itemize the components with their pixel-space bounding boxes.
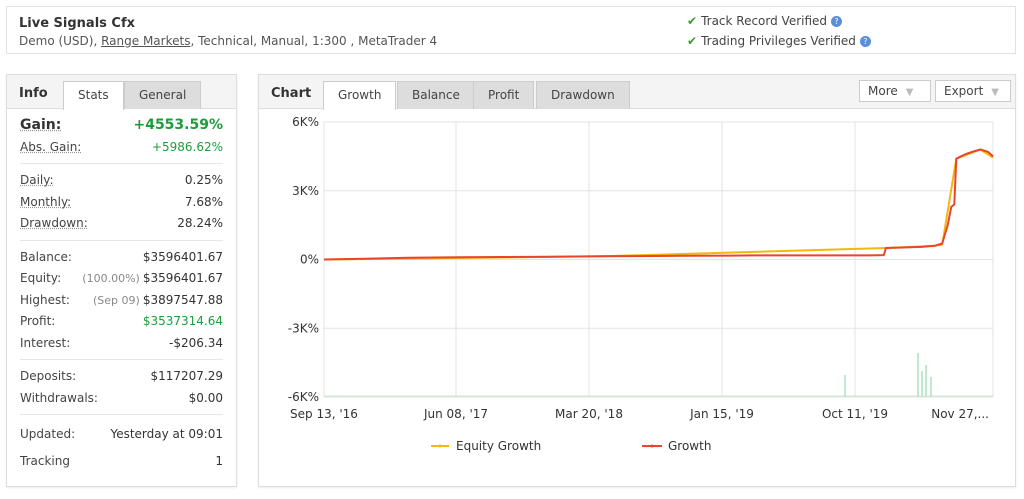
tab-general[interactable]: General	[124, 81, 202, 109]
balance-row: Balance: $3596401.67	[20, 247, 223, 269]
equity-value: $3596401.67	[142, 271, 223, 285]
daily-row: Daily: 0.25%	[20, 170, 223, 192]
interest-row: Interest: -$206.34	[20, 333, 223, 355]
abs-gain-row: Abs. Gain: +5986.62%	[20, 137, 223, 159]
updated-section: Updated: Yesterday at 09:01 Tracking 1	[20, 415, 223, 480]
profit-value: $3537314.64	[142, 314, 223, 328]
growth-line	[323, 148, 994, 261]
tab-profit[interactable]: Profit	[473, 81, 535, 109]
withdrawals-label: Withdrawals:	[20, 390, 98, 405]
x-tick-label: Oct 11, '19	[822, 407, 888, 421]
chart-title: Chart	[271, 86, 312, 101]
balance-section: Balance: $3596401.67 Equity: (100.00%) $359…	[20, 241, 223, 360]
gain-row: Gain: +4553.59%	[20, 115, 223, 137]
abs-gain-value: +5986.62%	[151, 139, 223, 154]
gain-value: +4553.59%	[133, 117, 223, 133]
gain-section: Gain: +4553.59% Abs. Gain: +5986.62%	[20, 109, 223, 164]
x-tick-label: Nov 27,...	[931, 407, 989, 421]
check-icon: ✔	[687, 14, 698, 28]
tracking-label: Tracking	[20, 454, 70, 468]
tab-drawdown[interactable]: Drawdown	[536, 81, 630, 109]
account-name: Live Signals Cfx	[19, 16, 136, 31]
abs-gain-label[interactable]: Abs. Gain:	[20, 139, 82, 154]
withdrawals-value: $0.00	[188, 390, 223, 405]
y-tick-label: 3K%	[292, 184, 319, 198]
more-label: More	[868, 84, 898, 98]
tab-balance[interactable]: Balance	[397, 81, 475, 109]
account-header: Live Signals Cfx Demo (USD), Range Marke…	[6, 6, 1016, 54]
withdrawals-row: Withdrawals: $0.00	[20, 388, 223, 410]
deposits-value: $117207.29	[150, 369, 223, 383]
x-tick-label: Jan 15, '19	[689, 407, 754, 421]
equity-note: (100.00%)	[82, 272, 140, 285]
account-details: Demo (USD), Range Markets, Technical, Ma…	[19, 34, 437, 48]
interest-value: -$206.34	[169, 335, 223, 350]
chevron-down-icon: ▼	[905, 87, 914, 98]
drawdown-row: Drawdown: 28.24%	[20, 213, 223, 235]
daily-label[interactable]: Daily:	[20, 173, 54, 187]
question-icon[interactable]: ?	[859, 36, 871, 47]
legend-growth-label: Growth	[668, 439, 711, 453]
profit-row: Profit: $3537314.64	[20, 311, 223, 333]
y-tick-label: 0%	[300, 253, 319, 267]
y-tick-label: -6K%	[288, 390, 319, 404]
x-tick-label: Jun 08, '17	[423, 407, 488, 421]
highest-value: $3897547.88	[142, 292, 223, 307]
tracking-value: 1	[215, 454, 223, 468]
legend-equity-label: Equity Growth	[456, 439, 541, 453]
balance-label: Balance:	[20, 249, 72, 264]
deposits-label: Deposits:	[20, 369, 77, 383]
balance-value: $3596401.67	[142, 249, 223, 264]
x-tick-label: Sep 13, '16	[290, 407, 358, 421]
updated-row: Updated: Yesterday at 09:01	[20, 421, 223, 448]
track-record-verified: ✔ Track Record Verified?	[687, 14, 843, 28]
monthly-row: Monthly: 7.68%	[20, 192, 223, 214]
drawdown-label[interactable]: Drawdown:	[20, 216, 88, 230]
monthly-label[interactable]: Monthly:	[20, 194, 72, 209]
updated-value: Yesterday at 09:01	[110, 427, 223, 441]
tracking-row: Tracking 1	[20, 448, 223, 475]
account-details-prefix: Demo (USD),	[19, 34, 102, 48]
trading-privileges-label: Trading Privileges Verified	[701, 34, 856, 48]
legend-growth-marker	[650, 444, 654, 448]
chart-tabs: Chart Growth Balance Profit Drawdown Mor…	[259, 75, 1015, 110]
deposits-section: Deposits: $117207.29 Withdrawals: $0.00	[20, 360, 223, 415]
y-tick-label: -3K%	[288, 321, 319, 335]
info-tabs: Info Stats General	[7, 75, 236, 110]
highest-row: Highest: (Sep 09) $3897547.88	[20, 290, 223, 312]
daily-value: 0.25%	[184, 173, 223, 187]
tab-growth[interactable]: Growth	[323, 81, 397, 110]
question-icon[interactable]: ?	[831, 16, 843, 27]
highest-label: Highest:	[20, 292, 70, 307]
rates-section: Daily: 0.25% Monthly: 7.68% Drawdown: 28.24…	[20, 164, 223, 241]
y-tick-label: 6K%	[292, 115, 319, 129]
gain-label[interactable]: Gain:	[20, 117, 62, 133]
growth-chart[interactable]: 6K% 3K% 0% -3K% -6K% Sep 13, '16 Jun 08, '17 Ma…	[259, 110, 1015, 486]
info-title: Info	[19, 86, 48, 101]
equity-label: Equity:	[20, 271, 62, 285]
chevron-down-icon: ▼	[991, 87, 999, 98]
deposits-row: Deposits: $117207.29	[20, 366, 223, 388]
interest-label: Interest:	[20, 335, 71, 350]
broker-link[interactable]: Range Markets	[101, 34, 191, 48]
highest-note: (Sep 09)	[93, 293, 140, 307]
equity-row: Equity: (100.00%) $3596401.67	[20, 268, 223, 290]
profit-label: Profit:	[20, 314, 56, 328]
export-dropdown[interactable]: Export ▼	[935, 80, 1011, 102]
account-details-suffix: , Technical, Manual, 1:300 , MetaTrader …	[190, 34, 438, 48]
trading-privileges-verified: ✔ Trading Privileges Verified?	[687, 34, 871, 48]
track-record-label: Track Record Verified	[701, 14, 828, 28]
check-icon: ✔	[687, 34, 698, 48]
more-dropdown[interactable]: More ▼	[859, 80, 931, 102]
tab-stats[interactable]: Stats	[63, 81, 124, 110]
drawdown-value: 28.24%	[177, 216, 223, 230]
legend-equity-marker	[438, 444, 442, 448]
chart-panel: Chart Growth Balance Profit Drawdown Mor…	[258, 74, 1016, 487]
monthly-value: 7.68%	[184, 194, 223, 209]
info-panel: Info Stats General Gain: +4553.59% Abs. G…	[6, 74, 237, 487]
x-tick-label: Mar 20, '18	[555, 407, 623, 421]
updated-label: Updated:	[20, 427, 76, 441]
export-label: Export	[944, 84, 984, 98]
